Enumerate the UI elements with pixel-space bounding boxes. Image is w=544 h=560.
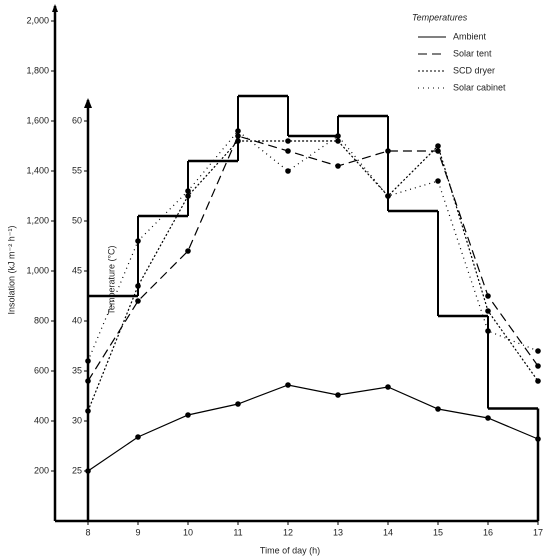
x-tick-label: 15 <box>433 527 443 537</box>
point <box>285 148 291 154</box>
point <box>185 193 191 199</box>
point <box>385 193 391 199</box>
point <box>285 382 291 388</box>
series-line <box>87 140 539 412</box>
y-tick-label: 800 <box>34 315 49 325</box>
x-tick-label: 14 <box>383 527 393 537</box>
point <box>335 163 341 169</box>
point <box>485 415 491 421</box>
point <box>335 138 341 144</box>
y-tick-label: 400 <box>34 415 49 425</box>
series-line <box>87 130 539 362</box>
point <box>235 401 241 407</box>
point <box>135 434 141 440</box>
point <box>235 138 241 144</box>
x-tick-label: 17 <box>533 527 543 537</box>
x-tick-label: 12 <box>283 527 293 537</box>
y2-arrow <box>84 98 92 108</box>
y-tick-label: 1,800 <box>26 65 49 75</box>
point <box>485 328 491 334</box>
point <box>85 468 91 474</box>
point <box>135 283 141 289</box>
point <box>85 358 91 364</box>
point <box>85 378 91 384</box>
y-tick-label: 1,200 <box>26 215 49 225</box>
y-axis-label: Insolation (kJ m⁻² h⁻¹) <box>6 225 16 314</box>
point <box>135 238 141 244</box>
y2-tick-label: 60 <box>72 115 82 125</box>
point <box>535 348 541 354</box>
series-line <box>87 135 539 382</box>
y2-tick-label: 25 <box>72 465 82 475</box>
legend-label: Solar cabinet <box>453 82 506 92</box>
point <box>235 133 241 139</box>
x-tick-label: 9 <box>135 527 140 537</box>
y2-tick-label: 40 <box>72 315 82 325</box>
point <box>535 378 541 384</box>
y-tick-label: 2,000 <box>26 15 49 25</box>
y2-tick-label: 30 <box>72 415 82 425</box>
point <box>435 178 441 184</box>
point <box>185 248 191 254</box>
point <box>85 408 91 414</box>
x-tick-label: 11 <box>233 527 242 537</box>
point <box>335 133 341 139</box>
x-axis-label: Time of day (h) <box>260 545 320 555</box>
legend-label: Solar tent <box>453 48 492 58</box>
y-arrow <box>52 4 58 12</box>
point <box>185 188 191 194</box>
series-line <box>87 384 539 472</box>
y2-axis-label: Temperature (°C) <box>106 245 116 314</box>
point <box>135 298 141 304</box>
point <box>535 363 541 369</box>
x-tick-label: 16 <box>483 527 493 537</box>
point <box>485 308 491 314</box>
point <box>435 406 441 412</box>
y-tick-label: 1,000 <box>26 265 49 275</box>
legend-title: Temperatures <box>412 12 468 22</box>
point <box>535 436 541 442</box>
x-tick-label: 13 <box>333 527 343 537</box>
point <box>335 392 341 398</box>
y-tick-label: 200 <box>34 465 49 475</box>
legend-label: SCD dryer <box>453 65 495 75</box>
y-tick-label: 1,600 <box>26 115 49 125</box>
point <box>185 412 191 418</box>
y2-tick-label: 50 <box>72 215 82 225</box>
point <box>435 143 441 149</box>
y2-tick-label: 45 <box>72 265 82 275</box>
point <box>285 138 291 144</box>
y-tick-label: 600 <box>34 365 49 375</box>
point <box>485 293 491 299</box>
point <box>385 384 391 390</box>
y-tick-label: 1,400 <box>26 165 49 175</box>
y2-tick-label: 55 <box>72 165 82 175</box>
y2-tick-label: 35 <box>72 365 82 375</box>
point <box>285 168 291 174</box>
point <box>385 148 391 154</box>
legend-label: Ambient <box>453 31 487 41</box>
x-tick-label: 8 <box>85 527 90 537</box>
x-tick-label: 10 <box>183 527 193 537</box>
point <box>235 128 241 134</box>
